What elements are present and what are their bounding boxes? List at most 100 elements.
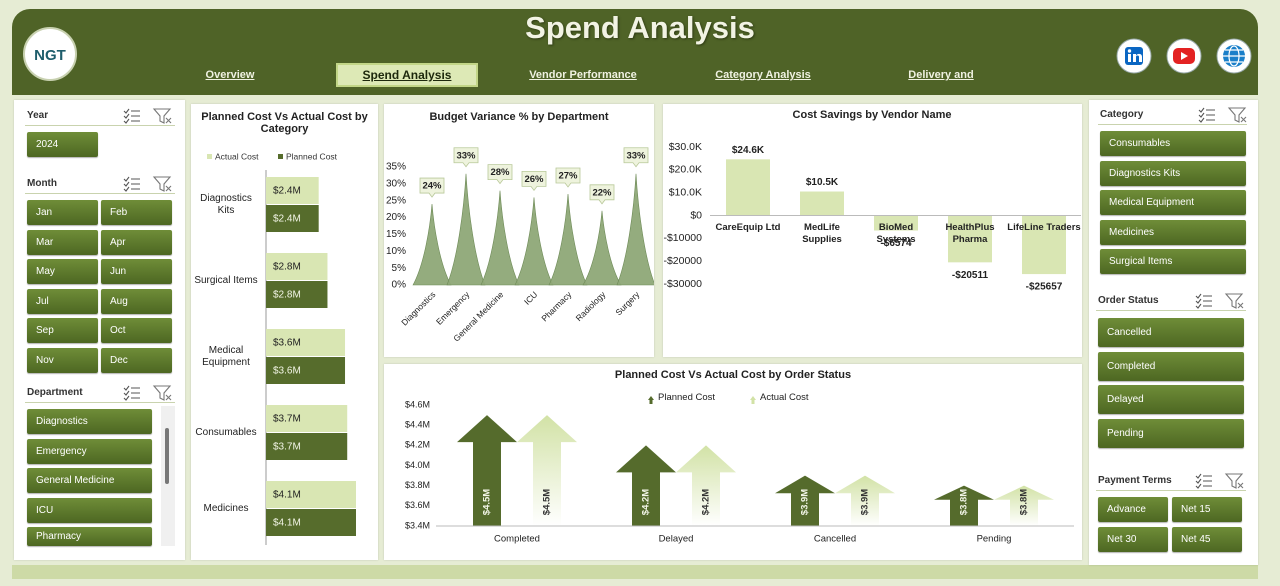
slicer-button[interactable]: Cancelled [1098, 318, 1244, 347]
youtube-glyph [1181, 52, 1188, 60]
nav-tab[interactable]: Spend Analysis [336, 63, 478, 87]
spike [446, 173, 486, 286]
header [12, 9, 1258, 95]
spike [582, 210, 622, 286]
slicer-button[interactable]: Net 15 [1172, 497, 1242, 522]
nav-tab[interactable]: Delivery and [908, 69, 974, 81]
slicer-button[interactable]: Diagnostics Kits [1100, 160, 1246, 186]
slicer-button[interactable]: Medicines [1100, 219, 1246, 245]
callout [555, 167, 581, 188]
slicer-button[interactable]: ICU [27, 497, 152, 523]
slicer-button[interactable]: Apr [101, 229, 172, 255]
slicer-button[interactable]: Mar [27, 229, 98, 255]
slicer-button[interactable]: Net 45 [1172, 527, 1242, 552]
slicer-button[interactable]: Pharmacy [27, 527, 152, 546]
logo-text: NGT [34, 47, 66, 64]
y-tick-label: $4.6M [405, 399, 430, 409]
logo-circle [23, 27, 77, 81]
slicer-button[interactable]: Jan [27, 200, 98, 225]
y-tick-label: $4.4M [405, 420, 430, 430]
slicer-button[interactable]: May [27, 259, 98, 285]
slicer-button[interactable]: Completed [1098, 351, 1244, 381]
callout [623, 147, 649, 168]
bar [726, 159, 770, 216]
y-tick-label: -$10000 [663, 232, 702, 244]
slicer-button[interactable]: Aug [101, 288, 172, 314]
slicer-button[interactable]: Sep [27, 318, 98, 344]
slicer-button[interactable]: Surgical Items [1100, 249, 1246, 275]
legend-label: Actual Cost [760, 392, 809, 403]
category-label-box: Surgical Items [194, 275, 257, 286]
data-label: $4.5M [482, 489, 493, 515]
slicer-title: Month [27, 178, 57, 189]
page-title: Spend Analysis [525, 10, 755, 45]
data-label: $2.4M [273, 214, 301, 225]
slicer-button[interactable]: Jul [27, 288, 98, 314]
legend-swatch [278, 154, 283, 159]
category-label: MedLife Supplies [802, 221, 842, 245]
slicer-button[interactable]: Oct [101, 318, 172, 344]
nav-tab[interactable]: Overview [205, 69, 255, 81]
slicer-button[interactable]: Medical Equipment [1100, 190, 1246, 216]
data-label: $3.6M [273, 366, 301, 377]
data-label: $2.4M [273, 186, 301, 197]
slicer-button[interactable]: Net 30 [1098, 527, 1168, 552]
chart-title: Planned Cost Vs Actual Cost by Category [201, 111, 368, 135]
y-tick-label: $20.0K [669, 164, 702, 176]
x-tick-label: Cancelled [814, 534, 856, 545]
slicer-button[interactable]: 2024 [27, 132, 98, 157]
data-label: $3.6M [273, 338, 301, 349]
data-label: $4.1M [273, 490, 301, 501]
nav-tab[interactable]: Category Analysis [715, 69, 811, 81]
y-tick-label: 15% [386, 229, 406, 240]
slicer-button[interactable]: Consumables [1100, 131, 1246, 156]
slicer-icons [1198, 107, 1247, 123]
data-label: $3.7M [273, 442, 301, 453]
slicer-button[interactable]: Feb [101, 200, 172, 225]
spike [412, 204, 452, 286]
slicer-button[interactable]: General Medicine [27, 468, 152, 494]
arrow [775, 475, 835, 526]
x-tick-label: ICU [522, 289, 539, 306]
clear-filter-icon [1227, 107, 1247, 123]
slicer-button[interactable]: Pending [1098, 418, 1244, 448]
scrollbar-thumb[interactable] [165, 428, 169, 484]
scrollbar-track[interactable] [161, 406, 175, 546]
data-label: -$25657 [1026, 282, 1063, 293]
budget-variance-chart: Budget Variance % by Department 0% 5% 10% 15… [384, 104, 654, 357]
spike [548, 193, 588, 286]
data-label: $4.5M [542, 489, 553, 515]
category-label-box: Medicines [203, 503, 248, 514]
slicer-button[interactable]: Nov [27, 348, 98, 373]
slicer-divider [1098, 124, 1247, 125]
slicer-button[interactable]: Advance [1098, 497, 1168, 522]
slicer-button[interactable]: Dec [101, 348, 172, 373]
slicer-icons [1195, 293, 1244, 309]
category-label: Consumables [195, 427, 257, 438]
chart-title-box: Planned Cost Vs Actual Cost by Category [201, 111, 368, 135]
category-cost-chart: Planned Cost Vs Actual Cost by Category A… [191, 104, 378, 560]
y-tick-label: $0 [690, 209, 702, 221]
x-tick-label: Radiology [574, 289, 608, 323]
slicer-button[interactable]: Jun [101, 259, 172, 285]
slicer-button[interactable]: Emergency [27, 438, 152, 464]
category-label-box: Medical Equipment [202, 345, 250, 368]
multi-select-icon [123, 108, 140, 124]
legend-label: Planned Cost [286, 151, 338, 161]
y-tick-label: 10% [386, 246, 406, 257]
slicer-button[interactable]: Diagnostics [27, 409, 152, 434]
bar [948, 215, 992, 263]
y-tick-label: 25% [386, 195, 406, 206]
slicer-icons [123, 108, 172, 124]
legend-label: Actual Cost [215, 151, 259, 161]
chart-title: Budget Variance % by Department [429, 111, 608, 123]
category-label: BioMed Systems [876, 221, 916, 245]
legend-swatch [207, 154, 212, 159]
slicer-title: Department [27, 387, 83, 398]
bar [266, 433, 348, 460]
bar [266, 329, 346, 356]
slicer-button[interactable]: Delayed [1098, 385, 1244, 414]
y-tick-label: -$20000 [663, 255, 702, 267]
nav-tab[interactable]: Vendor Performance [529, 69, 637, 81]
y-tick-label: $3.4M [405, 520, 430, 530]
